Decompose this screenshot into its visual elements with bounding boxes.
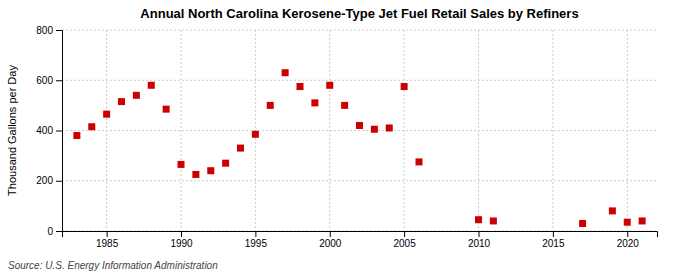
y-tick-label: 400 bbox=[36, 125, 53, 136]
y-grid-line bbox=[62, 180, 657, 181]
point bbox=[178, 161, 185, 168]
x-tick-mark bbox=[181, 231, 182, 237]
point bbox=[222, 160, 229, 167]
x-tick-label: 1990 bbox=[170, 238, 193, 249]
point bbox=[163, 106, 170, 113]
x-tick: 2005 bbox=[394, 231, 417, 249]
x-tick-label: 2010 bbox=[468, 238, 491, 249]
point bbox=[282, 69, 289, 76]
y-tick: 400 bbox=[36, 125, 62, 136]
y-tick-mark bbox=[56, 30, 62, 31]
x-tick-label: 2005 bbox=[394, 238, 417, 249]
point bbox=[267, 102, 274, 109]
y-tick: 600 bbox=[36, 75, 62, 86]
x-tick-mark bbox=[553, 231, 554, 237]
point bbox=[490, 217, 497, 224]
y-tick-label: 800 bbox=[36, 25, 53, 36]
point bbox=[192, 171, 199, 178]
x-tick-label: 1995 bbox=[245, 238, 268, 249]
point bbox=[356, 122, 363, 129]
y-tick-mark bbox=[56, 80, 62, 81]
point bbox=[311, 99, 318, 106]
y-axis: 0 200 400 600 800 bbox=[36, 25, 62, 237]
x-tick: 2000 bbox=[319, 231, 342, 249]
x-tick: 2010 bbox=[468, 231, 491, 249]
point bbox=[609, 207, 616, 214]
x-tick: 1985 bbox=[96, 231, 119, 249]
point bbox=[118, 98, 125, 105]
x-tick-mark bbox=[627, 231, 628, 237]
source: Source: U.S. Energy Information Administ… bbox=[8, 260, 218, 271]
x-tick: 2020 bbox=[617, 231, 640, 249]
point bbox=[416, 158, 423, 165]
x-axis: 1985 1990 1995 2000 2005 2010 2015 2020 bbox=[63, 231, 658, 249]
point bbox=[341, 102, 348, 109]
point bbox=[237, 145, 244, 152]
x-tick: 2015 bbox=[542, 231, 565, 249]
y-axis-title: Thousand Gallons per Day bbox=[6, 65, 18, 196]
point bbox=[73, 132, 80, 139]
point bbox=[207, 167, 214, 174]
x-tick: 1990 bbox=[170, 231, 193, 249]
point bbox=[103, 111, 110, 118]
y-tick-label: 0 bbox=[47, 226, 53, 237]
chart: 1985 1990 1995 2000 2005 2010 2015 2020 0 200 400 6… bbox=[0, 0, 675, 275]
x-tick-mark bbox=[107, 231, 108, 237]
y-tick-mark bbox=[56, 131, 62, 132]
grid bbox=[62, 30, 657, 231]
x-tick-mark bbox=[330, 231, 331, 237]
point bbox=[386, 124, 393, 131]
y-axis-line bbox=[56, 31, 63, 232]
x-tick: 1995 bbox=[245, 231, 268, 249]
y-grid-line bbox=[62, 130, 657, 131]
y-grid-line bbox=[62, 80, 657, 81]
point bbox=[297, 83, 304, 90]
points bbox=[73, 69, 645, 227]
y-tick-mark bbox=[56, 231, 62, 232]
y-tick: 800 bbox=[36, 25, 62, 36]
plot: 1985 1990 1995 2000 2005 2010 2015 2020 0 200 400 6… bbox=[36, 25, 657, 249]
point bbox=[133, 92, 140, 99]
x-axis-line bbox=[63, 232, 658, 238]
title: Annual North Carolina Kerosene-Type Jet … bbox=[140, 6, 578, 21]
point bbox=[326, 82, 333, 89]
y-tick: 200 bbox=[36, 175, 62, 186]
y-tick: 0 bbox=[47, 226, 62, 237]
point bbox=[252, 131, 259, 138]
x-grid-line bbox=[552, 30, 553, 231]
x-tick-label: 2020 bbox=[617, 238, 640, 249]
y-grid-line bbox=[62, 30, 657, 31]
x-tick-mark bbox=[404, 231, 405, 237]
point bbox=[639, 217, 646, 224]
point bbox=[148, 82, 155, 89]
x-tick-label: 1985 bbox=[96, 238, 119, 249]
x-tick-mark bbox=[255, 231, 256, 237]
point bbox=[579, 220, 586, 227]
point bbox=[624, 219, 631, 226]
y-tick-mark bbox=[56, 181, 62, 182]
point bbox=[371, 126, 378, 133]
y-tick-label: 200 bbox=[36, 175, 53, 186]
point bbox=[475, 216, 482, 223]
x-tick-label: 2015 bbox=[542, 238, 565, 249]
x-grid-line bbox=[181, 30, 182, 231]
x-tick-label: 2000 bbox=[319, 238, 342, 249]
y-tick-label: 600 bbox=[36, 75, 53, 86]
x-tick-mark bbox=[479, 231, 480, 237]
point bbox=[88, 123, 95, 130]
point bbox=[401, 83, 408, 90]
